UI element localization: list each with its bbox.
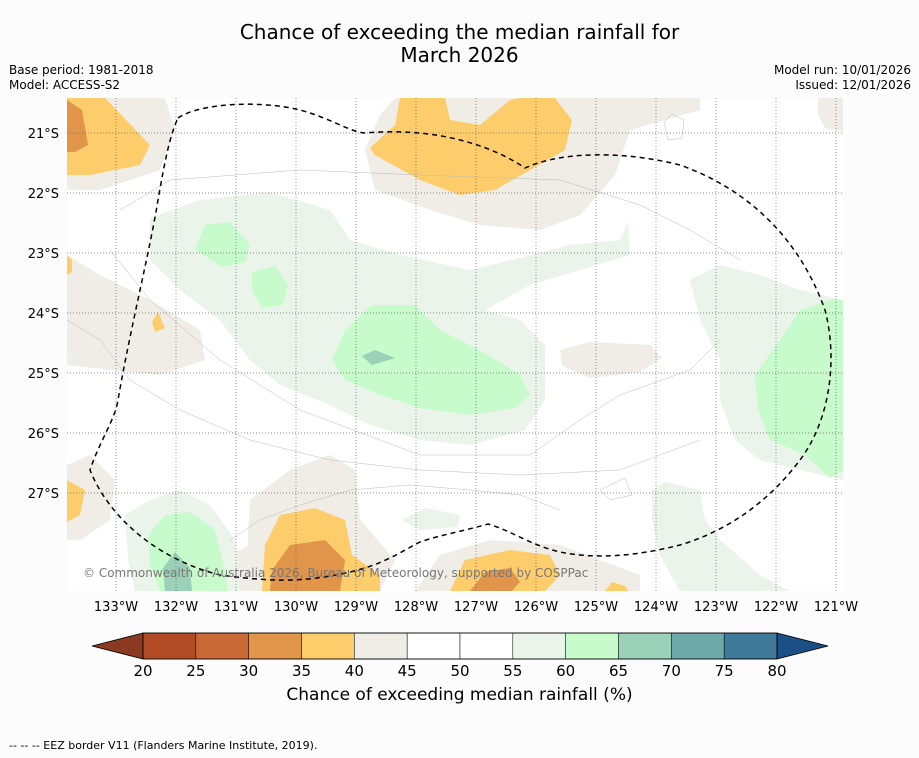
map-area: © Commonwealth of Australia 2026, Bureau…: [28, 98, 858, 680]
lon-label: 123°W: [694, 600, 738, 615]
colorbar-tick: 75: [715, 662, 734, 680]
colorbar: 20 25 30 35 40 45 50 55 60 65 70 75 80: [91, 632, 829, 680]
contour-lines: [67, 113, 741, 541]
colorbar-cell: [618, 632, 672, 660]
colorbar-cell: [671, 632, 725, 660]
colorbar-cell: [195, 632, 249, 660]
lon-label: 121°W: [814, 600, 858, 615]
lon-label: 130°W: [274, 600, 318, 615]
lon-axis: 133°W 132°W 131°W 130°W 129°W 128°W 127°…: [94, 600, 858, 615]
lat-label: 24°S: [28, 307, 59, 322]
lat-label: 22°S: [28, 187, 59, 202]
lon-label: 122°W: [754, 600, 798, 615]
lat-axis: 21°S 22°S 23°S 24°S 25°S 26°S 27°S: [28, 127, 59, 502]
colorbar-over-arrow: [776, 632, 829, 660]
colorbar-tick: 50: [450, 662, 469, 680]
lon-label: 132°W: [154, 600, 198, 615]
colorbar-cell: [459, 632, 514, 660]
colorbar-tick: 80: [767, 662, 786, 680]
title-line-2: March 2026: [400, 43, 519, 67]
lon-label: 131°W: [214, 600, 258, 615]
lon-label: 126°W: [514, 600, 558, 615]
issued-date: Issued: 12/01/2026: [795, 78, 911, 92]
colorbar-tick: 35: [292, 662, 311, 680]
lon-label: 124°W: [634, 600, 678, 615]
lon-label: 125°W: [574, 600, 618, 615]
colorbar-cell: [354, 632, 408, 660]
colorbar-cell: [142, 632, 197, 660]
lon-label: 133°W: [94, 600, 138, 615]
colorbar-tick: 30: [239, 662, 258, 680]
colorbar-cell: [723, 632, 778, 660]
colorbar-cell: [406, 632, 461, 660]
colorbar-cell: [512, 632, 566, 660]
copyright-credit: © Commonwealth of Australia 2026, Bureau…: [83, 566, 588, 580]
lon-label: 128°W: [394, 600, 438, 615]
model-name: Model: ACCESS-S2: [9, 78, 121, 92]
lat-label: 26°S: [28, 427, 59, 442]
colorbar-tick: 20: [133, 662, 152, 680]
map-fields: © Commonwealth of Australia 2026, Bureau…: [67, 98, 843, 591]
colorbar-tick: 40: [345, 662, 364, 680]
graticule: [67, 98, 843, 591]
colorbar-tick: 65: [609, 662, 628, 680]
colorbar-under-arrow: [91, 632, 144, 660]
model-run: Model run: 10/01/2026: [773, 63, 911, 77]
lat-label: 23°S: [28, 247, 59, 262]
title-line-1: Chance of exceeding the median rainfall …: [239, 20, 680, 44]
colorbar-tick: 25: [186, 662, 205, 680]
colorbar-cell: [301, 632, 355, 660]
colorbar-cell: [565, 632, 619, 660]
base-period: Base period: 1981-2018: [9, 63, 154, 77]
colorbar-tick: 60: [556, 662, 575, 680]
lat-label: 27°S: [28, 487, 59, 502]
colorbar-tick: 45: [398, 662, 417, 680]
lon-label: 129°W: [334, 600, 378, 615]
colorbar-cell: [248, 632, 302, 660]
lat-label: 25°S: [28, 367, 59, 382]
lat-label: 21°S: [28, 127, 59, 142]
colorbar-tick: 70: [662, 662, 681, 680]
lon-label: 127°W: [454, 600, 498, 615]
colorbar-title: Chance of exceeding median rainfall (%): [286, 685, 633, 705]
colorbar-tick: 55: [503, 662, 522, 680]
eez-legend: -- -- -- EEZ border V11 (Flanders Marine…: [9, 739, 318, 752]
